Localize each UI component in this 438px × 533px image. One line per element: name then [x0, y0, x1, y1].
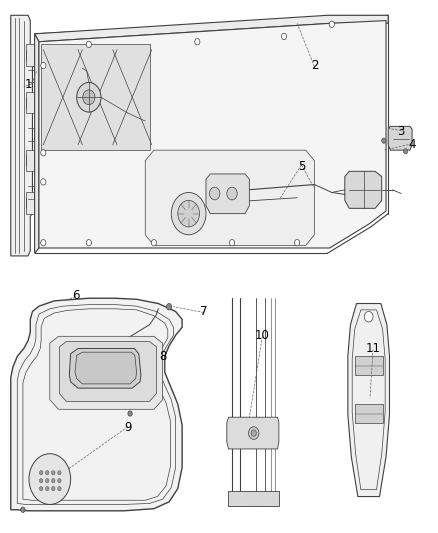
- Circle shape: [364, 311, 373, 322]
- Polygon shape: [26, 92, 37, 113]
- Polygon shape: [145, 150, 314, 245]
- Polygon shape: [60, 342, 156, 401]
- Circle shape: [39, 487, 43, 491]
- Circle shape: [195, 38, 200, 45]
- Circle shape: [83, 90, 95, 104]
- Polygon shape: [345, 171, 381, 208]
- Polygon shape: [228, 491, 279, 505]
- Circle shape: [29, 454, 71, 504]
- Text: 7: 7: [200, 305, 208, 318]
- Circle shape: [52, 479, 55, 483]
- Polygon shape: [355, 357, 382, 375]
- Circle shape: [39, 479, 43, 483]
- Polygon shape: [26, 150, 37, 171]
- Polygon shape: [26, 192, 37, 214]
- Text: 8: 8: [159, 350, 166, 363]
- Circle shape: [227, 187, 237, 200]
- Polygon shape: [26, 44, 37, 66]
- Polygon shape: [227, 417, 279, 449]
- Polygon shape: [35, 15, 388, 42]
- Text: 5: 5: [298, 159, 305, 173]
- Circle shape: [86, 41, 92, 47]
- Circle shape: [209, 187, 220, 200]
- Circle shape: [58, 471, 61, 475]
- Polygon shape: [75, 352, 137, 384]
- Circle shape: [41, 62, 46, 69]
- Circle shape: [248, 427, 259, 439]
- Polygon shape: [35, 34, 39, 253]
- Circle shape: [151, 239, 156, 246]
- Text: 3: 3: [398, 125, 405, 138]
- Circle shape: [178, 200, 199, 227]
- Text: 6: 6: [72, 289, 80, 302]
- Circle shape: [251, 430, 256, 436]
- Polygon shape: [11, 15, 32, 256]
- Circle shape: [52, 471, 55, 475]
- Circle shape: [294, 239, 300, 246]
- Text: 11: 11: [365, 342, 381, 355]
- Text: 10: 10: [255, 329, 270, 342]
- Circle shape: [21, 507, 25, 512]
- Circle shape: [46, 487, 49, 491]
- Text: 1: 1: [25, 78, 32, 91]
- Polygon shape: [388, 126, 412, 150]
- Circle shape: [171, 192, 206, 235]
- Circle shape: [403, 149, 408, 154]
- Circle shape: [41, 239, 46, 246]
- Polygon shape: [348, 303, 389, 497]
- Circle shape: [381, 138, 386, 143]
- Polygon shape: [355, 404, 382, 423]
- Text: 9: 9: [124, 421, 132, 434]
- Circle shape: [282, 33, 287, 39]
- Circle shape: [86, 239, 92, 246]
- Circle shape: [58, 479, 61, 483]
- Polygon shape: [11, 298, 182, 511]
- Circle shape: [46, 471, 49, 475]
- Circle shape: [329, 21, 334, 28]
- Polygon shape: [39, 21, 386, 248]
- Polygon shape: [50, 336, 162, 409]
- Circle shape: [41, 179, 46, 185]
- Circle shape: [77, 83, 101, 112]
- Text: 2: 2: [311, 59, 318, 72]
- Circle shape: [41, 150, 46, 156]
- Polygon shape: [69, 349, 141, 388]
- Circle shape: [52, 487, 55, 491]
- Circle shape: [166, 303, 172, 310]
- Polygon shape: [206, 174, 249, 214]
- Circle shape: [39, 471, 43, 475]
- Circle shape: [230, 239, 235, 246]
- Circle shape: [58, 487, 61, 491]
- Text: 4: 4: [408, 139, 416, 151]
- Circle shape: [46, 479, 49, 483]
- Circle shape: [128, 411, 132, 416]
- Polygon shape: [41, 44, 150, 150]
